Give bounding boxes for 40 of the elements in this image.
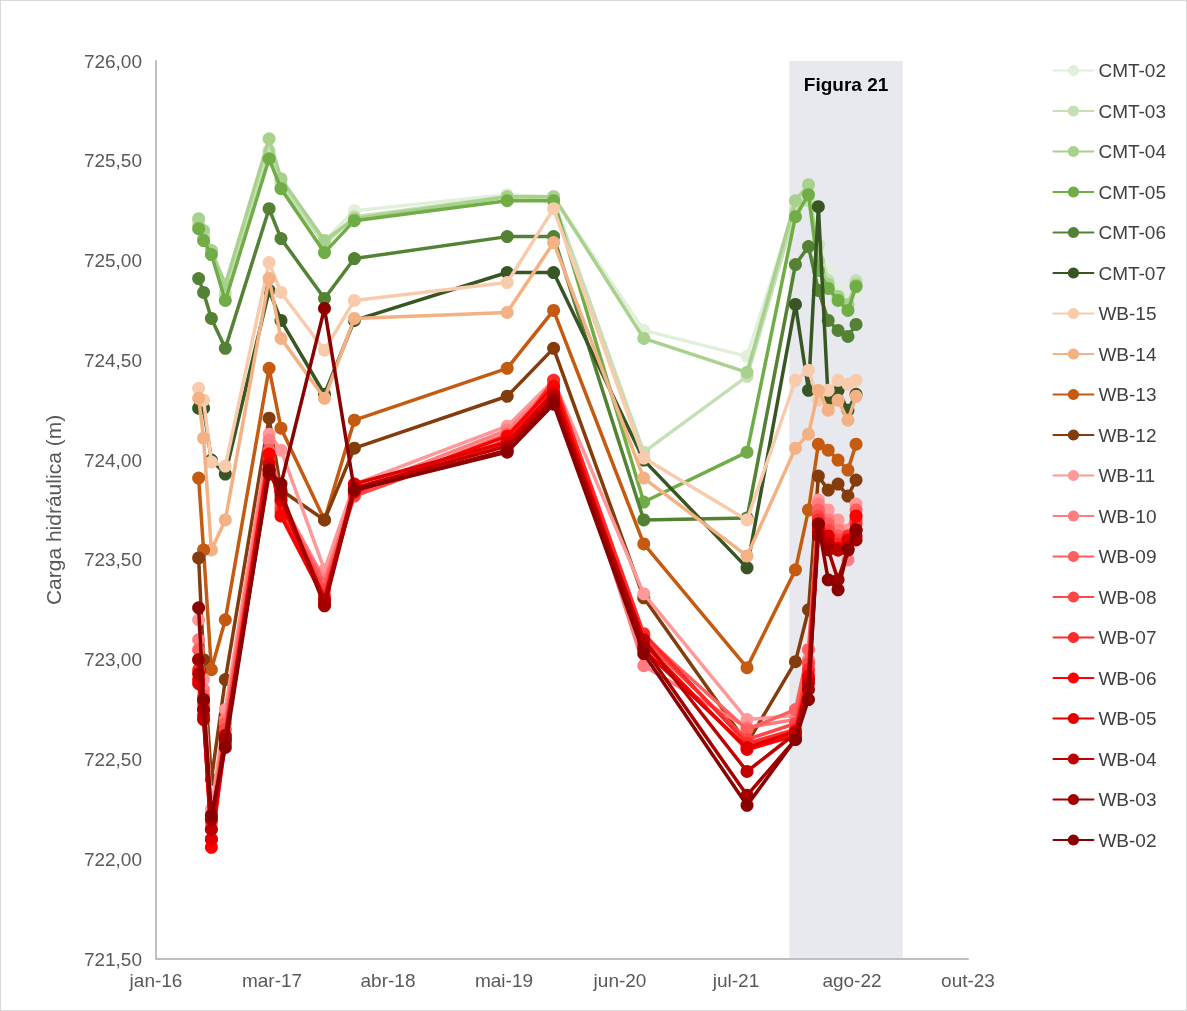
y-tick-label: 724,50 [83, 349, 142, 371]
y-tick-label: 722,00 [83, 848, 142, 870]
y-tick-label: 725,00 [83, 250, 142, 272]
x-tick-label: abr-18 [360, 970, 416, 991]
x-tick-label: mai-19 [474, 970, 534, 991]
y-tick-label: 722,50 [83, 748, 142, 770]
legend-label: CMT-05 [1098, 181, 1167, 203]
x-tick-label: jun-20 [592, 970, 647, 991]
y-tick-label: 725,50 [83, 150, 142, 172]
legend-label: WB-06 [1098, 667, 1157, 689]
legend-label: WB-04 [1098, 748, 1157, 770]
y-tick-label: 723,50 [83, 549, 142, 571]
x-tick-label: mar-17 [241, 970, 303, 991]
x-tick-label: out-23 [941, 970, 995, 991]
y-tick-label: 721,50 [83, 948, 142, 970]
x-tick-label: ago-22 [822, 970, 882, 991]
legend-label: WB-08 [1098, 586, 1157, 608]
legend-label: WB-05 [1098, 708, 1157, 729]
legend-label: WB-14 [1098, 343, 1157, 365]
legend-label: CMT-07 [1098, 262, 1167, 284]
legend-label: WB-07 [1098, 627, 1157, 648]
x-tick-label: jan-16 [128, 970, 183, 991]
legend-label: CMT-04 [1098, 141, 1167, 162]
legend-label: WB-15 [1098, 303, 1157, 324]
legend-label: WB-11 [1098, 465, 1156, 486]
y-axis-title: Carga hidráulica (m) [42, 414, 65, 606]
y-tick-label: 726,00 [83, 50, 142, 72]
legend-label: WB-03 [1098, 789, 1157, 810]
legend-label: CMT-02 [1098, 60, 1167, 81]
legend-label: WB-09 [1098, 546, 1157, 567]
legend-label: WB-02 [1098, 829, 1157, 851]
legend-label: WB-10 [1098, 505, 1157, 527]
band-label: Figura 21 [803, 74, 889, 95]
y-tick-label: 724,00 [83, 449, 142, 471]
y-tick-label: 723,00 [83, 649, 142, 671]
legend-label: CMT-06 [1098, 222, 1167, 243]
legend-label: WB-12 [1098, 424, 1157, 446]
x-tick-label: jul-21 [711, 970, 760, 991]
legend-label: WB-13 [1098, 384, 1157, 405]
legend-label: CMT-03 [1098, 100, 1167, 122]
